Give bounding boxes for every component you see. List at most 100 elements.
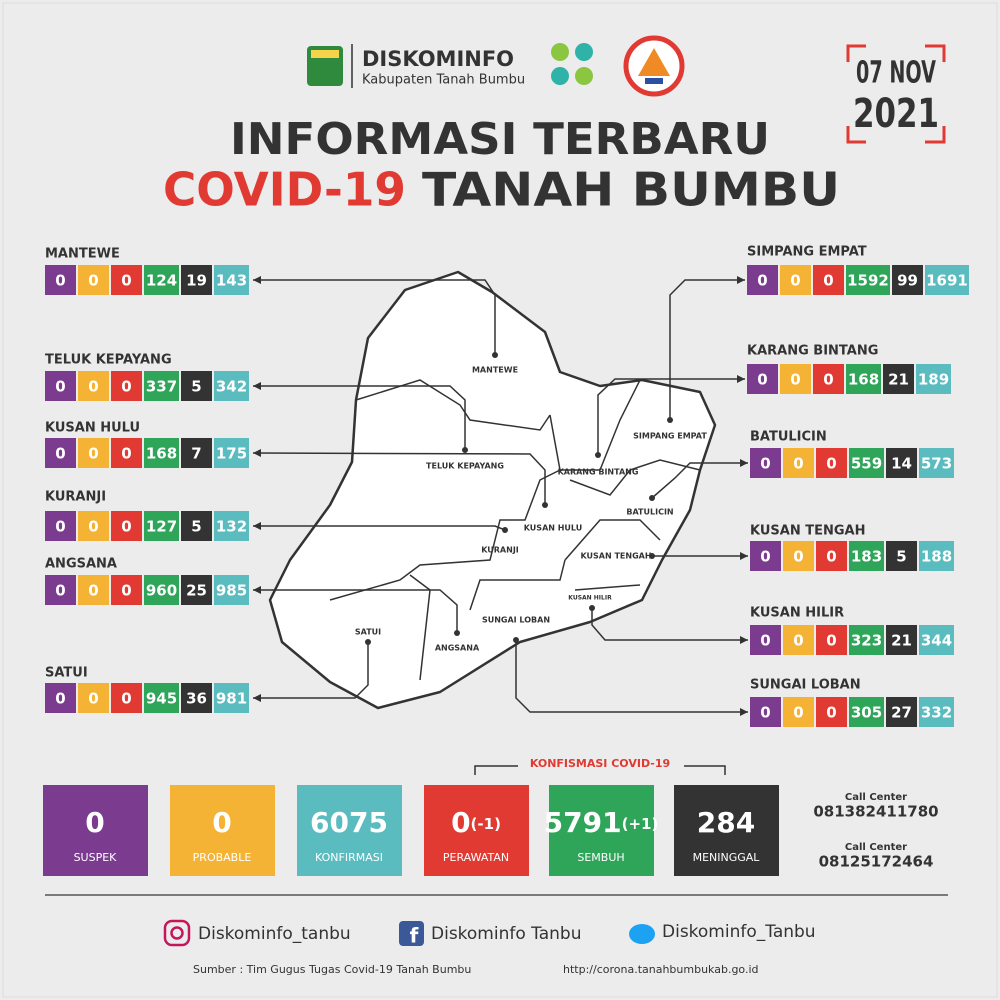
map-label: KUSAN HULU [524,524,583,533]
summary-card [43,785,148,876]
konfirmasi-heading: KONFISMASI COVID-19 [530,757,670,770]
count-box [111,371,142,401]
leader-line [253,279,496,355]
count-box [78,438,109,468]
district-name: ANGSANA [45,557,117,572]
count: 0 [55,272,65,290]
count-box [886,697,917,727]
count-box [111,575,142,605]
value: 0 [212,806,231,839]
count-box [750,541,781,571]
count: 0 [55,445,65,463]
summary-label: PROBABLE [193,851,252,864]
district-name: KARANG BINTANG [747,344,878,359]
count-box [111,683,142,713]
map-label: TELUK KEPAYANG [426,462,504,471]
title: INFORMASI TERBARU [230,114,770,165]
leader-line [253,642,369,699]
count-box [144,511,179,541]
count: 0 [793,632,803,650]
count-box [849,625,884,655]
count-box [78,683,109,713]
summary-label: SUSPEK [74,851,118,864]
svg-text:f: f [410,924,419,948]
count: 14 [891,455,912,473]
value: 284 [697,806,755,839]
count: 0 [121,690,131,708]
count: 5 [191,378,201,396]
title-red: COVID-19 [163,163,406,217]
count-box [144,438,179,468]
value: 6075 [310,806,388,839]
map-label: ANGSANA [435,644,480,653]
district-name: KUSAN HILIR [750,606,844,621]
count-box [813,364,844,394]
count: 0 [55,378,65,396]
twitter[interactable]: Diskominfo_Tanbu [662,922,816,942]
count-box [181,511,212,541]
count-box [919,697,954,727]
count: 0 [121,518,131,536]
count: 0 [121,445,131,463]
count-box [214,438,249,468]
count-box [111,511,142,541]
count: 342 [216,378,247,396]
count: 0 [55,518,65,536]
count-box [892,265,923,295]
count: 0 [88,518,98,536]
count: 323 [851,632,882,650]
count-box [849,541,884,571]
count-box [783,448,814,478]
count-box [816,541,847,571]
facebook[interactable]: Diskominfo Tanbu [431,924,582,944]
count-box [214,511,249,541]
count: 0 [121,582,131,600]
leader-dot [649,495,655,501]
map-label: BATULICIN [626,508,673,517]
leader-arrow [253,382,261,390]
count: 0 [121,378,131,396]
leader-arrow [740,552,748,560]
count-box [750,625,781,655]
instagram[interactable]: Diskominfo_tanbu [198,924,351,944]
summary-value: 6075 [310,806,388,839]
count: 0 [88,445,98,463]
count: 0 [760,548,770,566]
district-name: SATUI [45,666,88,681]
count: 0 [88,582,98,600]
count-box [780,364,811,394]
count-box [45,575,76,605]
leader-line [651,462,748,499]
summary-label: PERAWATAN [443,851,509,864]
value: 5791 [544,806,622,839]
count: 0 [88,690,98,708]
change: (-1) [471,815,501,833]
summary-value: 0 [212,806,231,839]
bracket-gap [518,756,684,772]
count: 0 [760,704,770,722]
leader-line [515,640,748,713]
count-box [783,697,814,727]
count: 0 [793,455,803,473]
leader-arrow [737,375,745,383]
leader-line [253,589,458,633]
district-name: MANTEWE [45,247,120,262]
call-number: 081382411780 [813,803,938,821]
count: 5 [896,548,906,566]
map-label: SUNGAI LOBAN [482,616,550,625]
count-box [925,265,969,295]
count-box [111,265,142,295]
leader-dot [502,527,508,533]
url[interactable]: http://corona.tanahbumbukab.go.id [563,963,759,976]
count-box [78,371,109,401]
count-box [886,625,917,655]
count: 0 [793,548,803,566]
count-box [214,371,249,401]
leader-dot [589,605,595,611]
count: 19 [186,272,207,290]
count-box [45,683,76,713]
count-box [846,265,890,295]
map-label: MANTEWE [472,366,518,375]
